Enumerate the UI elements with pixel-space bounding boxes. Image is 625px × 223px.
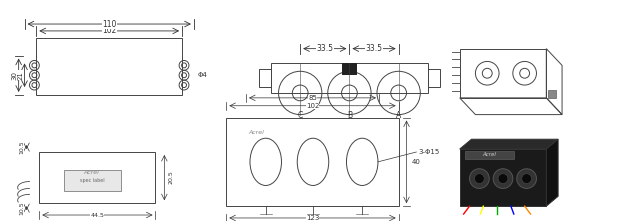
Text: 21: 21 — [18, 71, 24, 80]
Circle shape — [469, 169, 489, 188]
Bar — [459, 149, 546, 206]
Text: 10.5: 10.5 — [19, 201, 24, 215]
Text: C: C — [298, 111, 303, 120]
Text: 102: 102 — [306, 103, 319, 109]
Bar — [226, 118, 399, 206]
Bar — [428, 69, 440, 87]
Polygon shape — [546, 139, 558, 206]
FancyBboxPatch shape — [341, 63, 357, 75]
Circle shape — [522, 174, 531, 184]
Text: 33.5: 33.5 — [366, 44, 382, 53]
Bar — [271, 63, 428, 93]
Bar — [259, 69, 271, 87]
Text: 123: 123 — [306, 215, 319, 221]
Text: 30: 30 — [12, 71, 18, 80]
Text: 3-Φ15: 3-Φ15 — [418, 149, 439, 155]
Bar — [464, 151, 514, 159]
Bar — [548, 90, 556, 98]
Bar — [39, 152, 156, 203]
Circle shape — [517, 169, 536, 188]
Text: 85: 85 — [308, 95, 317, 101]
Text: 33.5: 33.5 — [316, 44, 333, 53]
Text: 102: 102 — [102, 26, 116, 35]
Bar — [64, 170, 121, 191]
Text: Acrel: Acrel — [248, 130, 264, 135]
Bar — [36, 38, 182, 95]
Text: 40: 40 — [411, 159, 420, 165]
Text: Φ4: Φ4 — [198, 72, 208, 78]
Text: Acrel: Acrel — [84, 170, 99, 175]
Text: 44.5: 44.5 — [91, 213, 104, 217]
Circle shape — [493, 169, 513, 188]
Circle shape — [474, 174, 484, 184]
Text: B: B — [347, 111, 352, 120]
Text: 10.5: 10.5 — [19, 140, 24, 154]
Polygon shape — [459, 139, 558, 149]
Text: 20.5: 20.5 — [168, 171, 173, 184]
Text: A: A — [396, 111, 401, 120]
Circle shape — [498, 174, 508, 184]
Text: 110: 110 — [102, 20, 116, 29]
Text: Acrel: Acrel — [482, 153, 496, 157]
Text: spec label: spec label — [80, 178, 105, 183]
